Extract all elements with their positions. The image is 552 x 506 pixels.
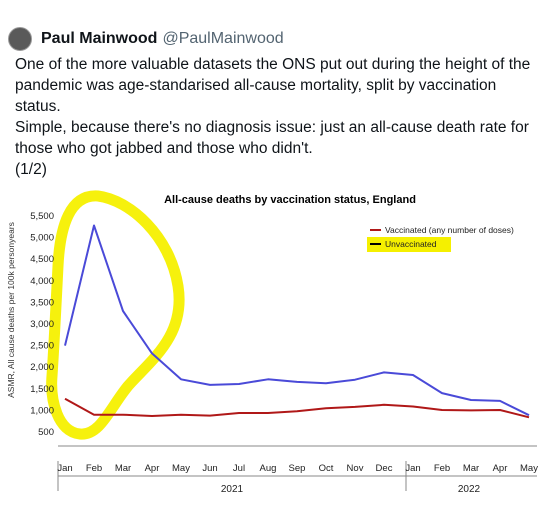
chart-title: All-cause deaths by vaccination status, … [164,194,416,206]
x-tick-label: Oct [319,463,334,474]
tweet-header: Paul Mainwood @PaulMainwood [8,24,284,54]
x-tick-label: Apr [145,463,160,474]
y-tick-label: 5,000 [30,233,54,244]
y-tick-label: 1,000 [30,405,54,416]
x-tick-label: Feb [434,463,450,474]
x-tick-label: Dec [376,463,393,474]
axes: 5,500 5,000 4,500 4,000 3,500 3,000 2,500 2,000… [30,211,538,495]
x-tick-label: May [520,463,538,474]
x-tick-label: Apr [493,463,508,474]
x-tick-label: Mar [463,463,479,474]
y-axis-label: ASMR, All cause deaths per 100k personye… [6,222,16,398]
y-tick-label: 5,500 [30,211,54,222]
chart-image[interactable]: All-cause deaths by vaccination status, … [0,186,552,501]
tweet-paragraph: (1/2) [15,159,545,180]
display-name[interactable]: Paul Mainwood [41,30,157,48]
tweet-text: One of the more valuable datasets the ON… [15,54,545,180]
avatar[interactable] [8,27,32,51]
y-tick-label: 1,500 [30,384,54,395]
highlight-circle [52,196,179,434]
x-tick-label: Jul [233,463,245,474]
y-tick-label: 4,500 [30,254,54,265]
handle[interactable]: @PaulMainwood [162,30,283,48]
legend: Vaccinated (any number of doses) Unvaccin… [367,225,514,252]
y-tick-label: 2,500 [30,341,54,352]
series-line-vaccinated [65,399,529,418]
tweet-paragraph: One of the more valuable datasets the ON… [15,54,545,117]
x-tick-label: Mar [115,463,131,474]
x-tick-label: Feb [86,463,102,474]
x-tick-label: Aug [260,463,277,474]
y-tick-label: 3,500 [30,297,54,308]
y-tick-label: 4,000 [30,276,54,287]
x-tick-label: May [172,463,190,474]
y-tick-label: 2,000 [30,362,54,373]
x-tick-label: Jan [57,463,72,474]
legend-label: Vaccinated (any number of doses) [385,225,514,235]
year-label: 2021 [221,484,244,495]
x-tick-label: Nov [347,463,364,474]
year-label: 2022 [458,484,481,495]
chart: All-cause deaths by vaccination status, … [0,186,552,501]
tweet-paragraph: Simple, because there's no diagnosis iss… [15,117,545,159]
y-tick-label: 3,000 [30,319,54,330]
y-tick-label: 500 [38,427,54,438]
x-tick-label: Jan [405,463,420,474]
highlight-annotation [52,196,179,434]
x-tick-label: Jun [202,463,217,474]
legend-label: Unvaccinated [385,239,437,249]
series-lines [65,225,529,417]
x-tick-label: Sep [289,463,306,474]
